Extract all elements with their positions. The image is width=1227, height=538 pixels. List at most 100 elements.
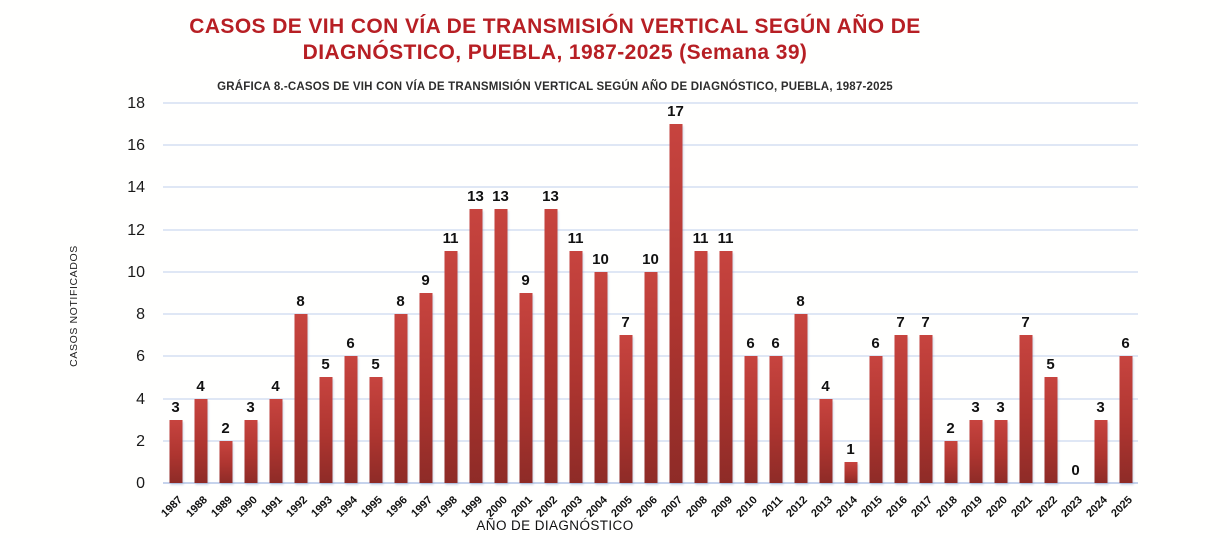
bar-value-label: 10 (642, 250, 659, 268)
y-tick-label: 2 (136, 432, 145, 450)
bar-group-1989: 2 (213, 103, 238, 483)
bar-2011 (769, 356, 782, 483)
x-tick-label-1987: 1987 (159, 494, 185, 520)
x-tick-label-1991: 1991 (259, 494, 285, 520)
bar-2013 (819, 398, 832, 483)
bar-value-label: 0 (1071, 462, 1080, 479)
bar-value-label: 3 (171, 398, 180, 416)
x-tick-label-2018: 2018 (934, 494, 960, 520)
bar-group-2001: 9 (513, 103, 538, 483)
bar-group-2020: 3 (988, 103, 1013, 483)
x-tick-label-1996: 1996 (384, 494, 410, 520)
y-tick-label: 10 (127, 263, 145, 281)
x-tick-label-2007: 2007 (659, 494, 685, 520)
bar-value-label: 8 (396, 293, 405, 311)
bar-2020 (994, 419, 1007, 483)
x-tick-label-1999: 1999 (459, 494, 485, 520)
x-tick-label-2015: 2015 (859, 494, 885, 520)
x-tick-label-2004: 2004 (584, 494, 610, 520)
bar-group-2025: 6 (1113, 103, 1138, 483)
bar-2022 (1044, 377, 1057, 483)
bars-layer: 3 4 2 3 4 8 5 6 5 8 9 11 13 13 9 13 11 10 7 10 17 11 11 6 6 8 4 1 6 7… (163, 103, 1138, 483)
y-tick-label: 8 (136, 306, 145, 324)
page-title-line2: DIAGNÓSTICO, PUEBLA, 1987-2025 (Semana 3… (302, 41, 808, 65)
bar-group-2000: 13 (488, 103, 513, 483)
bar-value-label: 7 (1021, 314, 1030, 332)
gridline (163, 228, 1138, 231)
bar-2004 (594, 271, 607, 483)
bar-group-2014: 1 (838, 103, 863, 483)
x-tick-label-2014: 2014 (834, 494, 860, 520)
bar-value-label: 10 (592, 250, 609, 268)
bar-value-label: 7 (896, 314, 905, 332)
bar-group-2017: 7 (913, 103, 938, 483)
bar-group-1988: 4 (188, 103, 213, 483)
bar-2014 (844, 461, 857, 483)
bar-value-label: 7 (921, 314, 930, 332)
bar-value-label: 13 (467, 187, 484, 205)
x-tick-label-2024: 2024 (1084, 494, 1110, 520)
bar-group-1992: 8 (288, 103, 313, 483)
x-tick-label-2013: 2013 (809, 494, 835, 520)
bar-value-label: 6 (1121, 335, 1130, 353)
bar-2016 (894, 335, 907, 483)
bar-2006 (644, 271, 657, 483)
bar-value-label: 5 (321, 356, 330, 374)
bar-group-1991: 4 (263, 103, 288, 483)
bar-2005 (619, 335, 632, 483)
bar-group-2011: 6 (763, 103, 788, 483)
x-tick-label-1994: 1994 (334, 494, 360, 520)
bar-group-2010: 6 (738, 103, 763, 483)
bar-1991 (269, 398, 282, 483)
bar-1997 (419, 293, 432, 483)
bar-group-1997: 9 (413, 103, 438, 483)
bar-value-label: 6 (746, 335, 755, 353)
bar-value-label: 11 (717, 229, 734, 247)
bar-group-2003: 11 (563, 103, 588, 483)
bar-value-label: 6 (771, 335, 780, 353)
x-tick-label-2020: 2020 (984, 494, 1010, 520)
bar-group-2019: 3 (963, 103, 988, 483)
bar-2018 (944, 440, 957, 483)
bar-value-label: 5 (1046, 356, 1055, 374)
x-tick-label-2025: 2025 (1109, 494, 1135, 520)
bar-group-2023: 0 (1063, 103, 1088, 483)
bar-value-label: 9 (521, 272, 530, 289)
bar-value-label: 13 (542, 187, 559, 205)
bar-value-label: 2 (221, 419, 230, 437)
bar-group-2022: 5 (1038, 103, 1063, 483)
y-tick-label: 4 (136, 390, 145, 408)
bar-group-2024: 3 (1088, 103, 1113, 483)
x-tick-label-2000: 2000 (484, 494, 510, 520)
x-tick-label-2017: 2017 (909, 494, 935, 520)
bar-value-label: 3 (996, 398, 1005, 416)
x-tick-label-2001: 2001 (509, 494, 535, 520)
x-tick-label-2009: 2009 (709, 494, 735, 520)
bar-group-2008: 11 (688, 103, 713, 483)
bar-value-label: 6 (871, 335, 880, 353)
bar-group-2002: 13 (538, 103, 563, 483)
bar-group-1990: 3 (238, 103, 263, 483)
bar-2025 (1119, 356, 1132, 483)
bar-group-1995: 5 (363, 103, 388, 483)
page-header: CASOS DE VIH CON VÍA DE TRANSMISIÓN VERT… (0, 14, 1110, 93)
x-tick-label-2011: 2011 (759, 494, 785, 520)
gridline (163, 186, 1138, 189)
y-axis-ticks: 0 2 4 6 8 10 12 14 16 18 (0, 95, 153, 492)
y-tick-label: 0 (136, 475, 145, 493)
bar-group-1993: 5 (313, 103, 338, 483)
bar-2003 (569, 250, 582, 483)
bar-1987 (169, 419, 182, 483)
x-tick-label-1988: 1988 (184, 494, 210, 520)
bar-2007 (669, 124, 682, 483)
bar-group-2012: 8 (788, 103, 813, 483)
bar-1989 (219, 440, 232, 483)
bar-value-label: 9 (421, 272, 430, 289)
bar-1998 (444, 250, 457, 483)
bar-group-1998: 11 (438, 103, 463, 483)
x-tick-label-2012: 2012 (784, 494, 810, 520)
bar-group-1994: 6 (338, 103, 363, 483)
bar-group-2013: 4 (813, 103, 838, 483)
bar-group-2004: 10 (588, 103, 613, 483)
bar-value-label: 13 (492, 187, 509, 205)
